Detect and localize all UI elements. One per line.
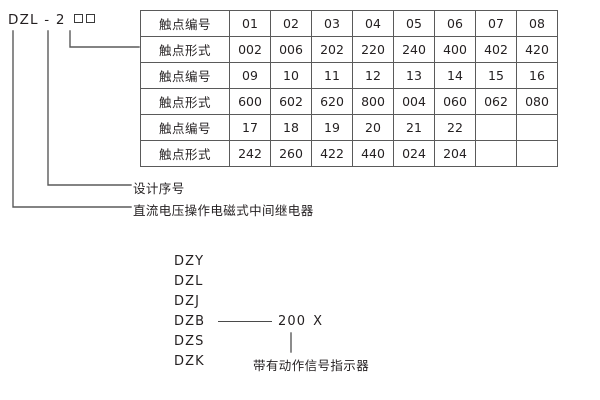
table-cell: 080 xyxy=(516,88,558,115)
table-cell: 602 xyxy=(270,88,312,115)
table-cell xyxy=(475,114,517,141)
contact-spec-table-body: 触点编号 01 02 03 04 05 06 07 08 触点形式 002 00… xyxy=(140,10,558,167)
series-code: DZS xyxy=(174,334,205,349)
leader-line-relay-description xyxy=(12,30,132,208)
model-code-placeholder-box-1 xyxy=(74,14,84,23)
table-cell: 05 xyxy=(393,10,435,37)
list-item: DZS xyxy=(174,332,323,352)
table-row: 触点编号 17 18 19 20 21 22 xyxy=(140,114,558,141)
table-cell: 13 xyxy=(393,62,435,89)
list-item: DZK xyxy=(174,352,323,372)
table-cell: 420 xyxy=(516,36,558,63)
table-cell: 060 xyxy=(434,88,476,115)
model-code-separator: - xyxy=(44,12,51,28)
table-row: 触点形式 002 006 202 220 240 400 402 420 xyxy=(140,36,558,63)
series-code: DZJ xyxy=(174,294,201,309)
table-cell: 04 xyxy=(352,10,394,37)
row-header: 触点编号 xyxy=(140,10,230,37)
model-code: DZL - 2 xyxy=(8,12,96,28)
table-cell xyxy=(516,114,558,141)
table-cell: 260 xyxy=(270,140,312,167)
leader-line-design-number xyxy=(47,30,132,186)
list-item: DZY xyxy=(174,252,323,272)
caption-indicator: 带有动作信号指示器 xyxy=(253,358,370,373)
row-header: 触点编号 xyxy=(140,62,230,89)
table-cell: 21 xyxy=(393,114,435,141)
table-cell xyxy=(516,140,558,167)
table-row: 触点编号 01 02 03 04 05 06 07 08 xyxy=(140,10,558,37)
series-code: DZY xyxy=(174,254,205,269)
table-cell: 240 xyxy=(393,36,435,63)
table-cell xyxy=(475,140,517,167)
table-cell: 17 xyxy=(229,114,271,141)
table-cell: 22 xyxy=(434,114,476,141)
callout-design-number: 设计序号 xyxy=(133,181,185,196)
table-row: 触点形式 600 602 620 800 004 060 062 080 xyxy=(140,88,558,115)
table-row: 触点编号 09 10 11 12 13 14 15 16 xyxy=(140,62,558,89)
table-row: 触点形式 242 260 422 440 024 204 xyxy=(140,140,558,167)
table-cell: 03 xyxy=(311,10,353,37)
model-code-series: 2 xyxy=(55,12,66,28)
series-code: DZB xyxy=(174,314,206,329)
table-cell: 062 xyxy=(475,88,517,115)
series-code: DZL xyxy=(174,274,204,289)
row-header: 触点形式 xyxy=(140,36,230,63)
model-code-prefix: DZL xyxy=(8,12,39,28)
series-code: DZK xyxy=(174,354,205,369)
table-cell: 12 xyxy=(352,62,394,89)
series-suffix-letter: X xyxy=(313,314,324,329)
contact-spec-table: 触点编号 01 02 03 04 05 06 07 08 触点形式 002 00… xyxy=(140,10,558,167)
table-cell: 024 xyxy=(393,140,435,167)
leader-line-table xyxy=(69,30,140,48)
row-header: 触点编号 xyxy=(140,114,230,141)
table-cell: 002 xyxy=(229,36,271,63)
model-code-placeholder-box-2 xyxy=(86,14,96,23)
series-suffix: 200 X xyxy=(278,314,323,329)
row-header: 触点形式 xyxy=(140,140,230,167)
table-cell: 400 xyxy=(434,36,476,63)
table-cell: 800 xyxy=(352,88,394,115)
callout-relay-description: 直流电压操作电磁式中间继电器 xyxy=(133,203,314,218)
table-cell: 07 xyxy=(475,10,517,37)
table-cell: 02 xyxy=(270,10,312,37)
table-cell: 06 xyxy=(434,10,476,37)
table-cell: 402 xyxy=(475,36,517,63)
table-cell: 220 xyxy=(352,36,394,63)
series-connector-line xyxy=(218,321,272,322)
table-cell: 20 xyxy=(352,114,394,141)
table-cell: 202 xyxy=(311,36,353,63)
table-cell: 422 xyxy=(311,140,353,167)
table-cell: 01 xyxy=(229,10,271,37)
table-cell: 09 xyxy=(229,62,271,89)
table-cell: 440 xyxy=(352,140,394,167)
list-item: DZL xyxy=(174,272,323,292)
table-cell: 11 xyxy=(311,62,353,89)
table-cell: 08 xyxy=(516,10,558,37)
row-header: 触点形式 xyxy=(140,88,230,115)
table-cell: 19 xyxy=(311,114,353,141)
list-item: DZB 200 X xyxy=(174,312,323,332)
table-cell: 620 xyxy=(311,88,353,115)
table-cell: 10 xyxy=(270,62,312,89)
list-item: DZJ xyxy=(174,292,323,312)
table-cell: 14 xyxy=(434,62,476,89)
table-cell: 16 xyxy=(516,62,558,89)
series-list: DZY DZL DZJ DZB 200 X DZS DZK xyxy=(174,252,323,372)
table-cell: 600 xyxy=(229,88,271,115)
table-cell: 006 xyxy=(270,36,312,63)
table-cell: 204 xyxy=(434,140,476,167)
table-cell: 18 xyxy=(270,114,312,141)
series-suffix-number: 200 xyxy=(278,314,307,329)
table-cell: 004 xyxy=(393,88,435,115)
table-cell: 242 xyxy=(229,140,271,167)
table-cell: 15 xyxy=(475,62,517,89)
